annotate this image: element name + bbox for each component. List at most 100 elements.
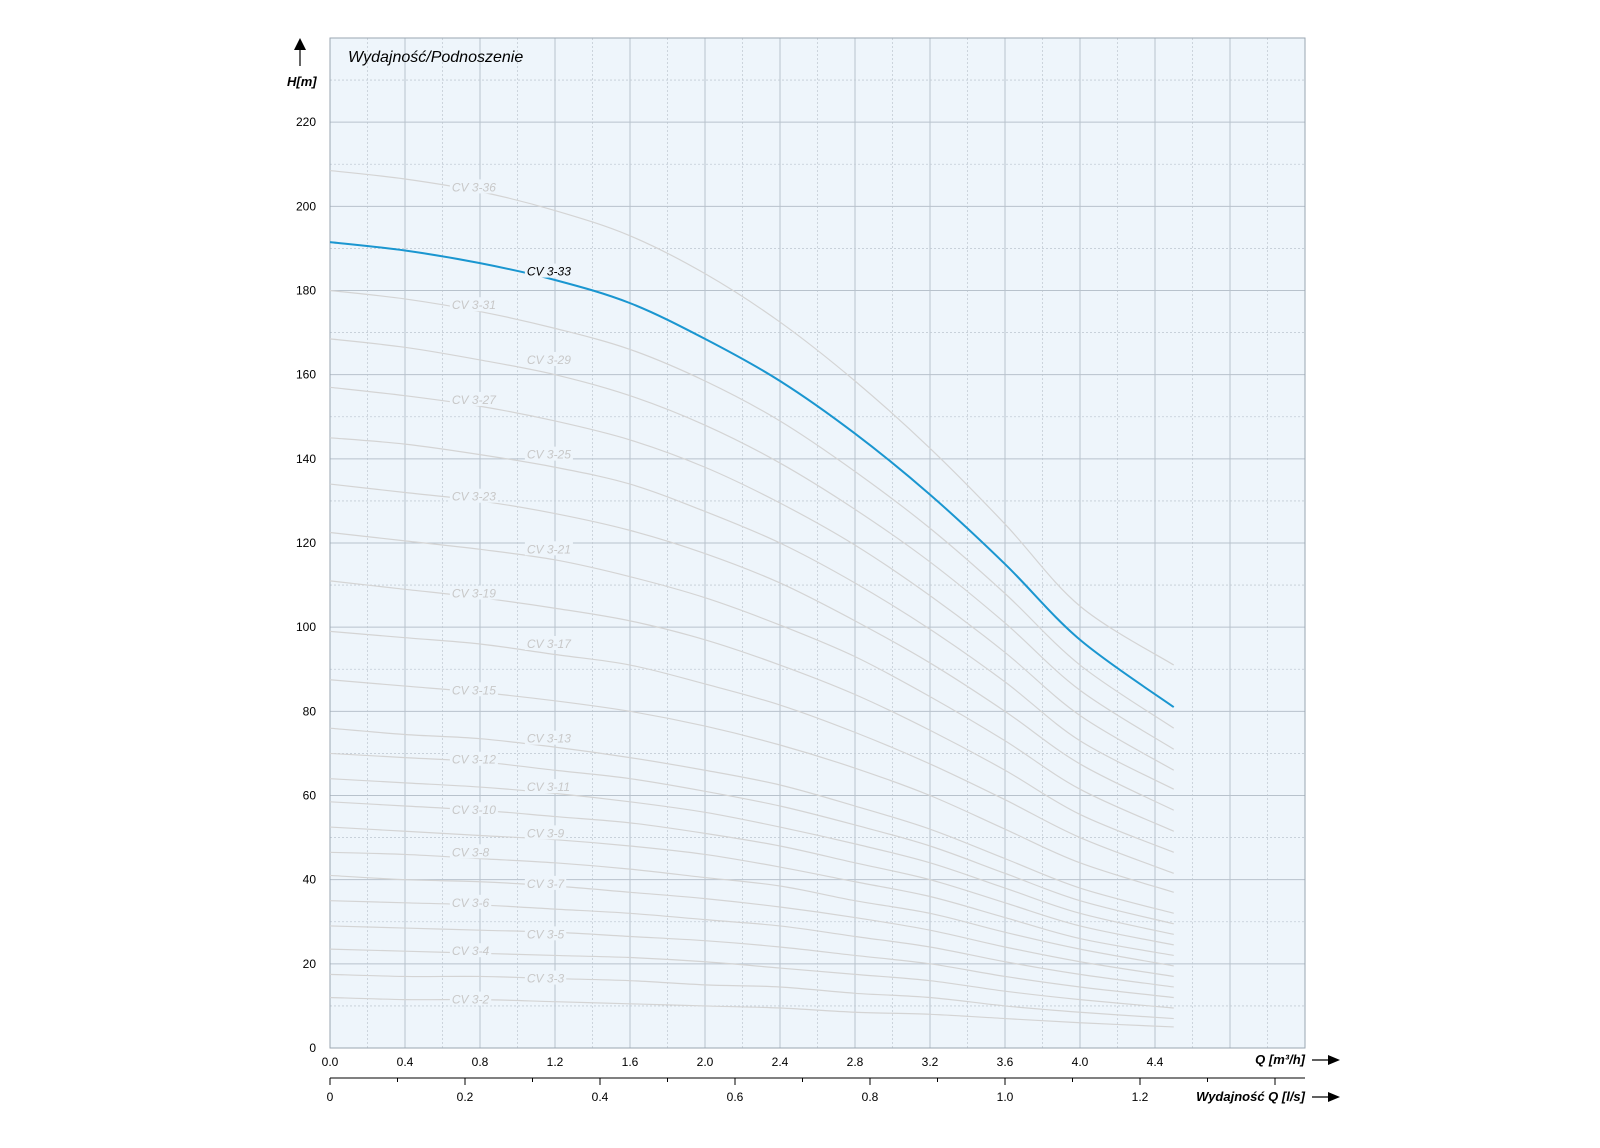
curve-label-group: CV 3-33: [524, 263, 573, 279]
curve-label-group: CV 3-21: [524, 541, 573, 556]
curve-label-group: CV 3-19: [449, 585, 498, 601]
curve-label-background: [524, 541, 573, 556]
curve-label-background: [524, 825, 567, 840]
curve-label-background: [449, 391, 498, 406]
x-tick-label: 0.0: [322, 1055, 339, 1069]
curve-label-group: CV 3-3: [524, 970, 567, 986]
curve-cv-3-25: [329, 437, 1175, 790]
x-tick-label: 3.2: [922, 1055, 939, 1069]
curve-label-background: [524, 875, 567, 890]
x-tick-label: 4.4: [1147, 1055, 1164, 1069]
y-tick-label: 160: [296, 368, 316, 382]
curve-label-group: CV 3-6: [449, 894, 492, 910]
curve-label-cv-3-33: CV 3-33: [527, 265, 571, 279]
x-tick-label: 0.8: [472, 1055, 489, 1069]
curve-cv-3-5: [329, 925, 1174, 999]
y-tick-label: 40: [303, 873, 317, 887]
curve-label-group: CV 3-29: [524, 351, 573, 367]
y-tick-label: 20: [303, 957, 317, 971]
curve-label-cv-3-13: CV 3-13: [527, 732, 571, 746]
curve-label-cv-3-6: CV 3-6: [452, 896, 490, 910]
x2-tick-label: 1.0: [997, 1090, 1014, 1104]
curve-label-group: CV 3-25: [524, 446, 573, 462]
axes: Wydajność/Podnoszenie H[m] Q [m³/h] Wyda…: [287, 38, 1340, 1104]
curve-label-background: [524, 730, 573, 745]
x2-tick-label: 0.8: [862, 1090, 879, 1104]
curve-label-cv-3-4: CV 3-4: [452, 944, 490, 958]
curve-label-background: [449, 991, 492, 1006]
curve-cv-3-13: [329, 727, 1174, 914]
x-tick-label: 2.0: [697, 1055, 714, 1069]
x-tick-label: 4.0: [1072, 1055, 1089, 1069]
curve-label-cv-3-19: CV 3-19: [452, 587, 496, 601]
y-tick-label: 120: [296, 536, 316, 550]
curve-label-group: CV 3-11: [524, 779, 573, 794]
curve-label-background: [524, 351, 573, 366]
curve-label-group: CV 3-15: [449, 682, 498, 697]
curve-label-cv-3-31: CV 3-31: [452, 298, 496, 312]
curve-label-group: CV 3-7: [524, 875, 567, 891]
plot-border: [329, 37, 1306, 1049]
curve-label-background: [524, 446, 573, 461]
curve-label-background: [449, 585, 498, 600]
chart-title: Wydajność/Podnoszenie: [348, 49, 523, 66]
curve-label-cv-3-8: CV 3-8: [452, 845, 490, 859]
curve-label-cv-3-9: CV 3-9: [527, 826, 565, 840]
y-tick-label: 220: [296, 115, 316, 129]
curve-label-background: [449, 488, 498, 503]
curve-label-background: [524, 263, 573, 278]
x-tick-label: 1.6: [622, 1055, 639, 1069]
y-tick-label: 60: [303, 789, 317, 803]
curve-cv-3-33: [329, 241, 1175, 708]
x-tick-label: 0.4: [397, 1055, 414, 1069]
curve-label-cv-3-2: CV 3-2: [452, 993, 490, 1007]
curve-label-group: CV 3-13: [524, 730, 573, 746]
curve-cv-3-7: [329, 874, 1174, 978]
curve-labels: CV 3-36 CV 3-33 CV 3-31 CV 3-29 CV 3-27 CV 3-…: [449, 179, 573, 1007]
x2-tick-label: 0: [327, 1090, 334, 1104]
x-tick-label: 2.8: [847, 1055, 864, 1069]
curve-label-group: CV 3-10: [449, 802, 498, 817]
curve-label-cv-3-21: CV 3-21: [527, 542, 571, 556]
curve-label-cv-3-3: CV 3-3: [527, 972, 565, 986]
y-axis-arrow-head: [294, 38, 306, 50]
curve-label-cv-3-7: CV 3-7: [527, 877, 566, 891]
curve-label-background: [449, 297, 498, 312]
grid: [329, 37, 1306, 1049]
curve-cv-3-31: [329, 289, 1175, 729]
curve-label-group: CV 3-5: [524, 926, 567, 941]
x-tick-label: 3.6: [997, 1055, 1014, 1069]
x-tick-label: 2.4: [772, 1055, 789, 1069]
curve-label-background: [524, 926, 567, 941]
x2-axis-arrow-head: [1328, 1092, 1340, 1102]
curve-label-group: CV 3-36: [449, 179, 498, 194]
curve-label-cv-3-10: CV 3-10: [452, 803, 496, 817]
curve-cv-3-11: [329, 778, 1174, 935]
y-tick-label: 200: [296, 199, 316, 213]
curve-label-cv-3-15: CV 3-15: [452, 683, 496, 697]
x2-tick-label: 1.2: [1132, 1090, 1149, 1104]
curve-label-background: [524, 779, 573, 794]
curve-label-cv-3-11: CV 3-11: [527, 780, 570, 794]
curve-cv-3-27: [329, 386, 1175, 771]
curve-label-background: [449, 179, 498, 194]
curve-label-background: [449, 802, 498, 817]
curve-cv-3-29: [329, 338, 1175, 750]
curve-label-group: CV 3-27: [449, 391, 498, 407]
x2-tick-label: 0.6: [727, 1090, 744, 1104]
curve-label-group: CV 3-23: [449, 488, 498, 504]
curve-cv-3-17: [329, 630, 1174, 874]
y-tick-label: 100: [296, 620, 316, 634]
y-tick-label: 180: [296, 284, 316, 298]
curve-label-cv-3-36: CV 3-36: [452, 180, 496, 194]
curve-label-cv-3-12: CV 3-12: [452, 753, 496, 767]
y-tick-label: 140: [296, 452, 316, 466]
curve-label-cv-3-5: CV 3-5: [527, 927, 565, 941]
curve-label-group: CV 3-2: [449, 991, 492, 1007]
x2-tick-label: 0.2: [457, 1090, 474, 1104]
curve-cv-3-21: [329, 531, 1174, 832]
curve-label-group: CV 3-17: [524, 636, 573, 651]
curve-label-group: CV 3-31: [449, 297, 498, 312]
curve-label-cv-3-17: CV 3-17: [527, 637, 572, 651]
